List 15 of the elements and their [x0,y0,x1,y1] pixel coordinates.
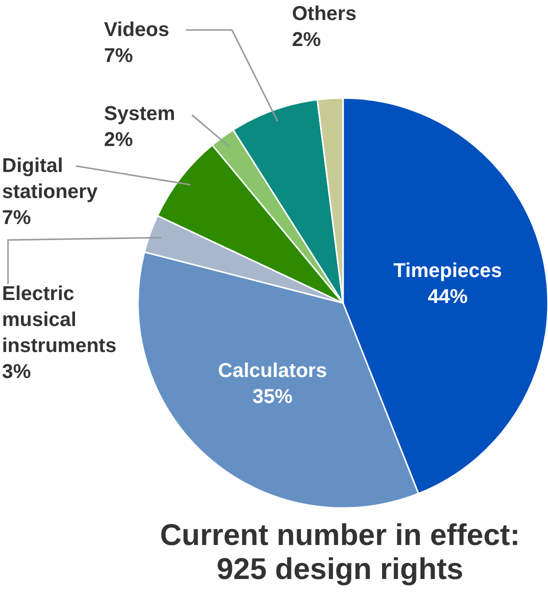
slice-label: Calculators [218,360,327,382]
slice-label: Videos [104,19,170,41]
slice-label: Electric musical instruments [2,283,116,357]
data-label: 2% [104,129,134,151]
data-label: 7% [104,45,134,67]
data-label: 44% [428,286,468,308]
slice-label: Timepieces [393,260,502,282]
data-label: 35% [252,386,293,408]
data-label: 2% [292,29,322,51]
slice-label: System [104,103,176,125]
text: Current number in effect: 925 design rights [160,519,520,586]
data-label: 7% [2,207,32,229]
slice-label: Digital stationery [2,155,98,203]
slice-label: Others [292,3,356,25]
data-label: 3% [2,361,32,383]
